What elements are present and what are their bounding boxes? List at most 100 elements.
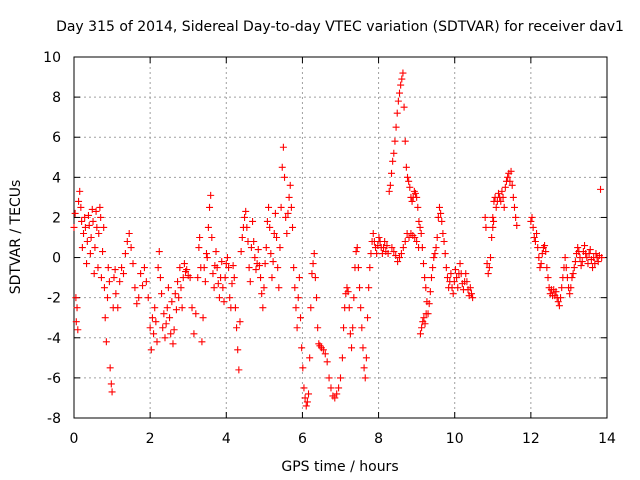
data-point [401,238,409,246]
data-point [277,203,285,211]
data-point [490,217,498,225]
data-point [100,284,108,292]
data-point [398,75,406,83]
data-point [412,189,420,197]
data-point [168,298,176,306]
x-tick-label: 12 [522,431,540,447]
data-point [413,238,421,246]
data-point [266,223,274,231]
data-point [90,270,98,278]
data-point [269,258,277,266]
data-point [105,278,113,286]
data-point [202,250,210,258]
data-point [361,374,369,382]
data-point [420,314,428,322]
data-point [488,234,496,241]
data-point [196,234,204,241]
data-point [125,229,133,237]
data-point [509,193,517,201]
data-point [78,217,86,225]
data-point [463,278,471,286]
data-point [159,324,167,332]
data-point [243,223,251,231]
data-point [528,213,536,221]
data-point [155,248,163,256]
data-point [366,264,374,272]
data-point [574,244,582,252]
data-point [433,234,441,241]
data-point [399,244,407,252]
data-point [352,248,360,256]
data-point [356,284,364,292]
data-point [285,193,293,201]
data-point [281,173,289,181]
data-point [431,250,439,258]
data-point [437,209,445,217]
data-points [70,69,606,410]
data-point [121,250,129,258]
data-point [498,187,506,195]
data-point [76,187,84,195]
data-point [286,181,294,189]
data-point [400,103,408,111]
data-point [536,264,544,272]
data-point [554,298,562,306]
data-point [390,149,398,157]
x-tick-label: 8 [374,431,383,447]
data-point [466,284,474,292]
data-point [199,314,207,322]
data-point [104,294,112,302]
data-point [226,294,234,302]
data-point [177,284,185,292]
data-point [190,330,198,338]
data-point [70,223,78,231]
data-point [327,384,335,392]
data-point [129,260,137,268]
data-point [358,324,366,332]
data-point [416,330,424,338]
data-point [537,260,545,268]
y-tick-label: 0 [52,251,61,267]
data-point [91,244,99,252]
data-point [303,398,311,406]
data-point [260,284,268,292]
data-point [268,274,276,282]
y-tick-label: -4 [47,331,61,347]
data-point [416,223,424,231]
data-point [397,250,405,258]
data-point [454,284,462,292]
data-point [83,238,91,246]
data-point [228,280,236,288]
data-point [467,290,475,298]
data-point [404,173,412,181]
data-point [492,203,500,211]
x-tick-label: 14 [598,431,616,447]
data-point [210,284,218,292]
data-point [581,242,589,250]
data-point [306,354,314,362]
y-tick-label: 8 [52,90,61,106]
data-point [131,284,139,292]
data-point [571,258,579,266]
data-point [86,250,94,258]
data-point [292,304,300,312]
data-point [353,244,361,252]
data-point [294,294,302,302]
data-point [360,364,368,372]
data-point [535,254,543,262]
data-point [393,109,401,117]
data-point [276,244,284,252]
data-point [112,290,120,298]
data-point [208,234,216,241]
data-point [578,258,586,266]
data-point [222,260,230,268]
data-point [434,213,442,221]
data-point [307,304,315,312]
data-point [354,264,362,272]
y-tick-label: -6 [47,371,61,387]
data-point [481,213,489,221]
x-axis-label: GPS time / hours [281,459,398,475]
data-point [203,254,211,262]
data-point [402,163,410,171]
data-point [74,326,82,334]
